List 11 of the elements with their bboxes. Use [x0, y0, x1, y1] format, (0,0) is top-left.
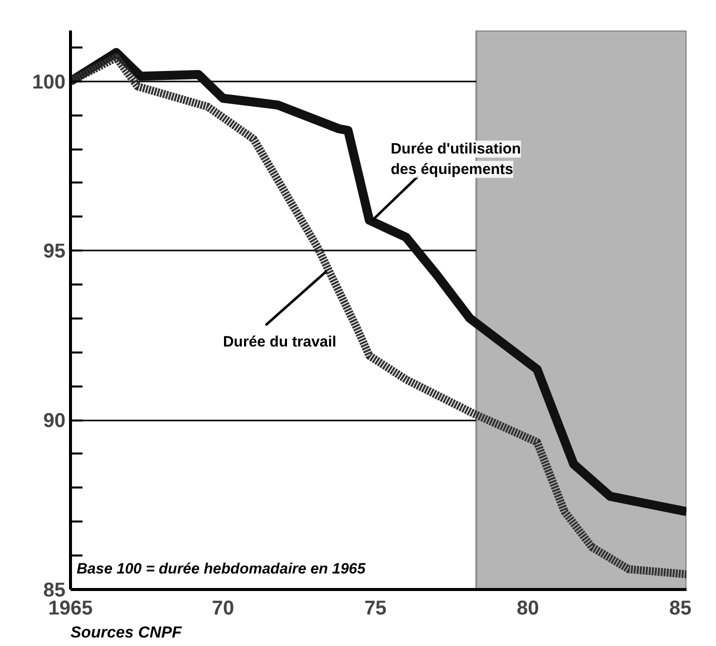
- annotation: Base 100 = durée hebdomadaire en 1965: [76, 560, 366, 578]
- series-label: Durée du travail: [222, 334, 336, 351]
- source-note: Sources CNPF: [70, 624, 183, 642]
- y-tick-label: 90: [43, 410, 66, 432]
- text: Durée d'utilisation des équipements: [390, 140, 521, 178]
- x-tick-label: 75: [364, 598, 387, 620]
- x-tick-label: 85: [669, 598, 692, 620]
- y-tick-label: 100: [32, 71, 66, 94]
- x-tick-label: 70: [212, 598, 234, 620]
- y-tick-label: 95: [43, 240, 66, 263]
- x-tick-label: 80: [516, 598, 540, 620]
